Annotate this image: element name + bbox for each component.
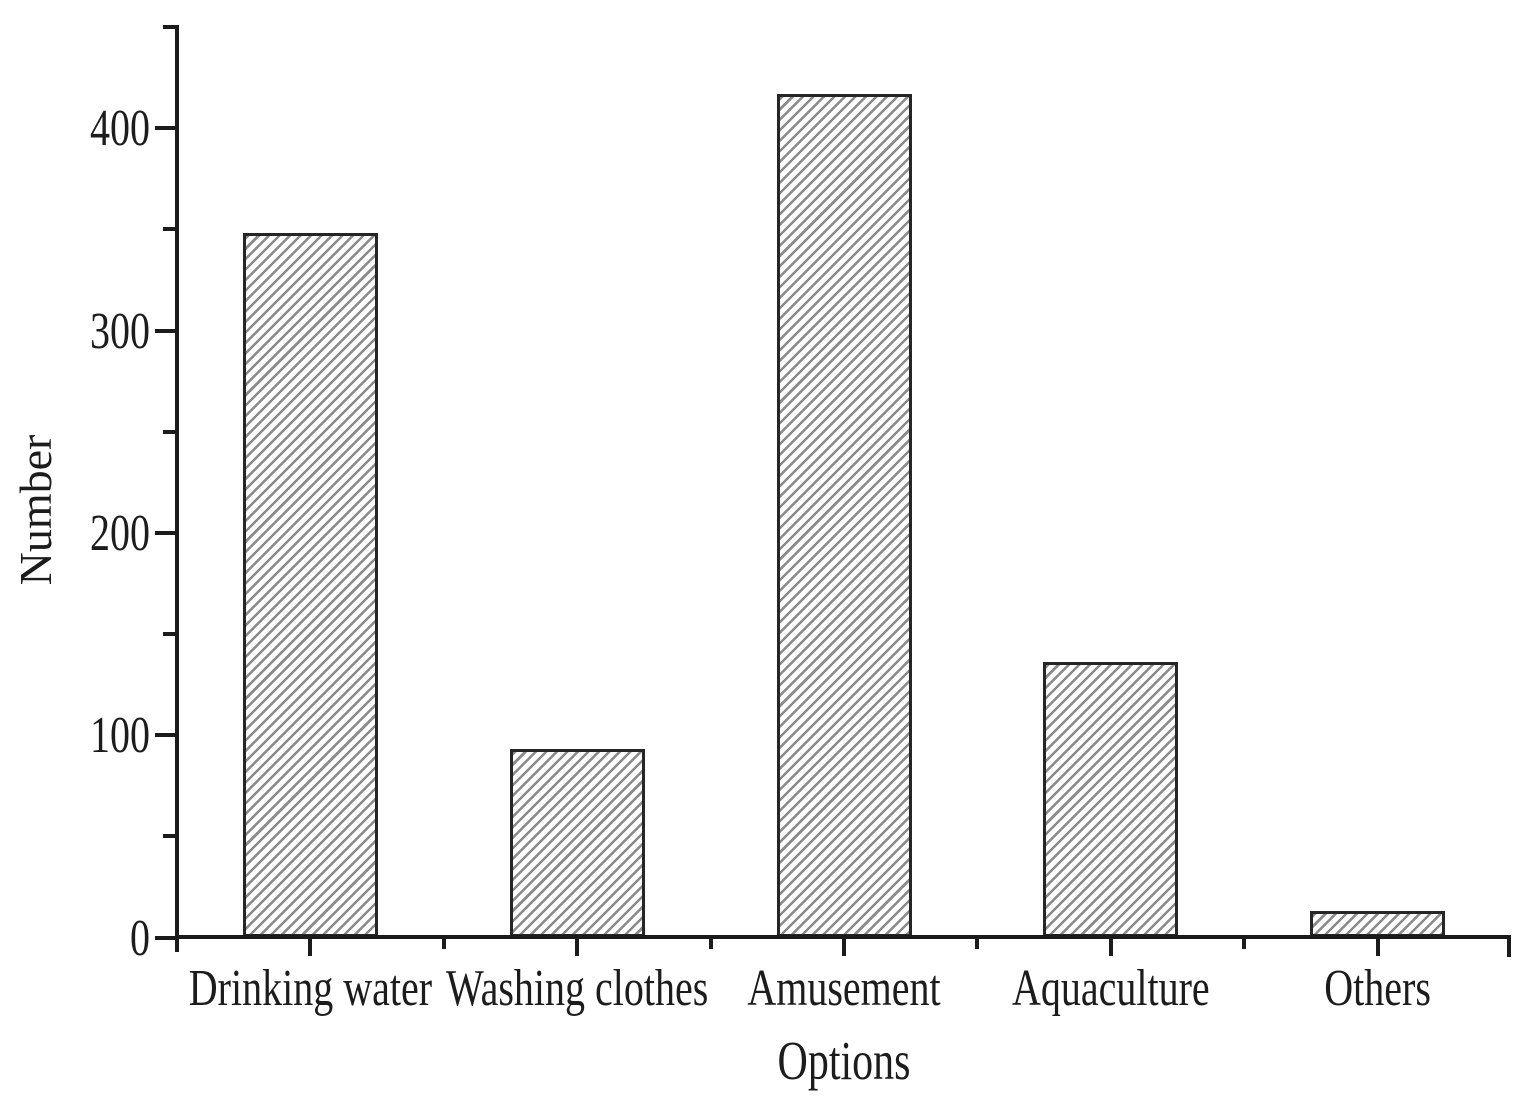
x-major-tick	[842, 939, 846, 956]
y-major-tick	[155, 530, 175, 535]
x-major-tick	[575, 939, 580, 956]
x-axis-line	[175, 935, 1511, 939]
y-axis-title: Number	[10, 434, 61, 586]
bar-drinking-water	[242, 233, 378, 938]
y-major-tick	[155, 126, 175, 131]
y-tick-label: 400	[90, 98, 150, 157]
x-axis-title: Options	[777, 1032, 911, 1092]
x-tick-label: Others	[1324, 958, 1431, 1017]
y-minor-tick	[163, 429, 175, 434]
y-major-tick	[155, 935, 175, 940]
y-major-tick	[155, 733, 175, 738]
y-tick-label: 200	[90, 502, 150, 562]
y-minor-tick	[163, 632, 175, 636]
bar-others	[1310, 911, 1446, 938]
y-axis-line	[175, 25, 179, 939]
x-minor-tick	[441, 939, 446, 949]
x-tick-label: Washing clothes	[446, 958, 709, 1017]
y-minor-tick	[163, 227, 175, 232]
y-tick-label: 300	[90, 300, 150, 360]
x-axis-right-end-tick	[1507, 939, 1511, 957]
x-axis-left-end-tick	[175, 939, 179, 952]
bar-amusement	[776, 93, 912, 938]
y-tick-label: 0	[130, 907, 150, 967]
y-tick-label: 100	[90, 705, 150, 764]
x-major-tick	[1375, 939, 1380, 956]
y-minor-tick	[163, 25, 175, 29]
bar-aquaculture	[1043, 662, 1179, 938]
x-major-tick	[1108, 939, 1113, 956]
x-minor-tick	[1242, 939, 1247, 949]
x-tick-label: Aquaculture	[1011, 958, 1210, 1017]
y-major-tick	[155, 328, 175, 333]
bar-washing-clothes	[509, 749, 645, 938]
x-minor-tick	[708, 939, 713, 949]
x-tick-label: Amusement	[747, 958, 941, 1017]
x-minor-tick	[975, 939, 980, 949]
y-minor-tick	[163, 834, 175, 839]
x-major-tick	[308, 939, 313, 956]
x-tick-label: Drinking water	[188, 958, 433, 1017]
